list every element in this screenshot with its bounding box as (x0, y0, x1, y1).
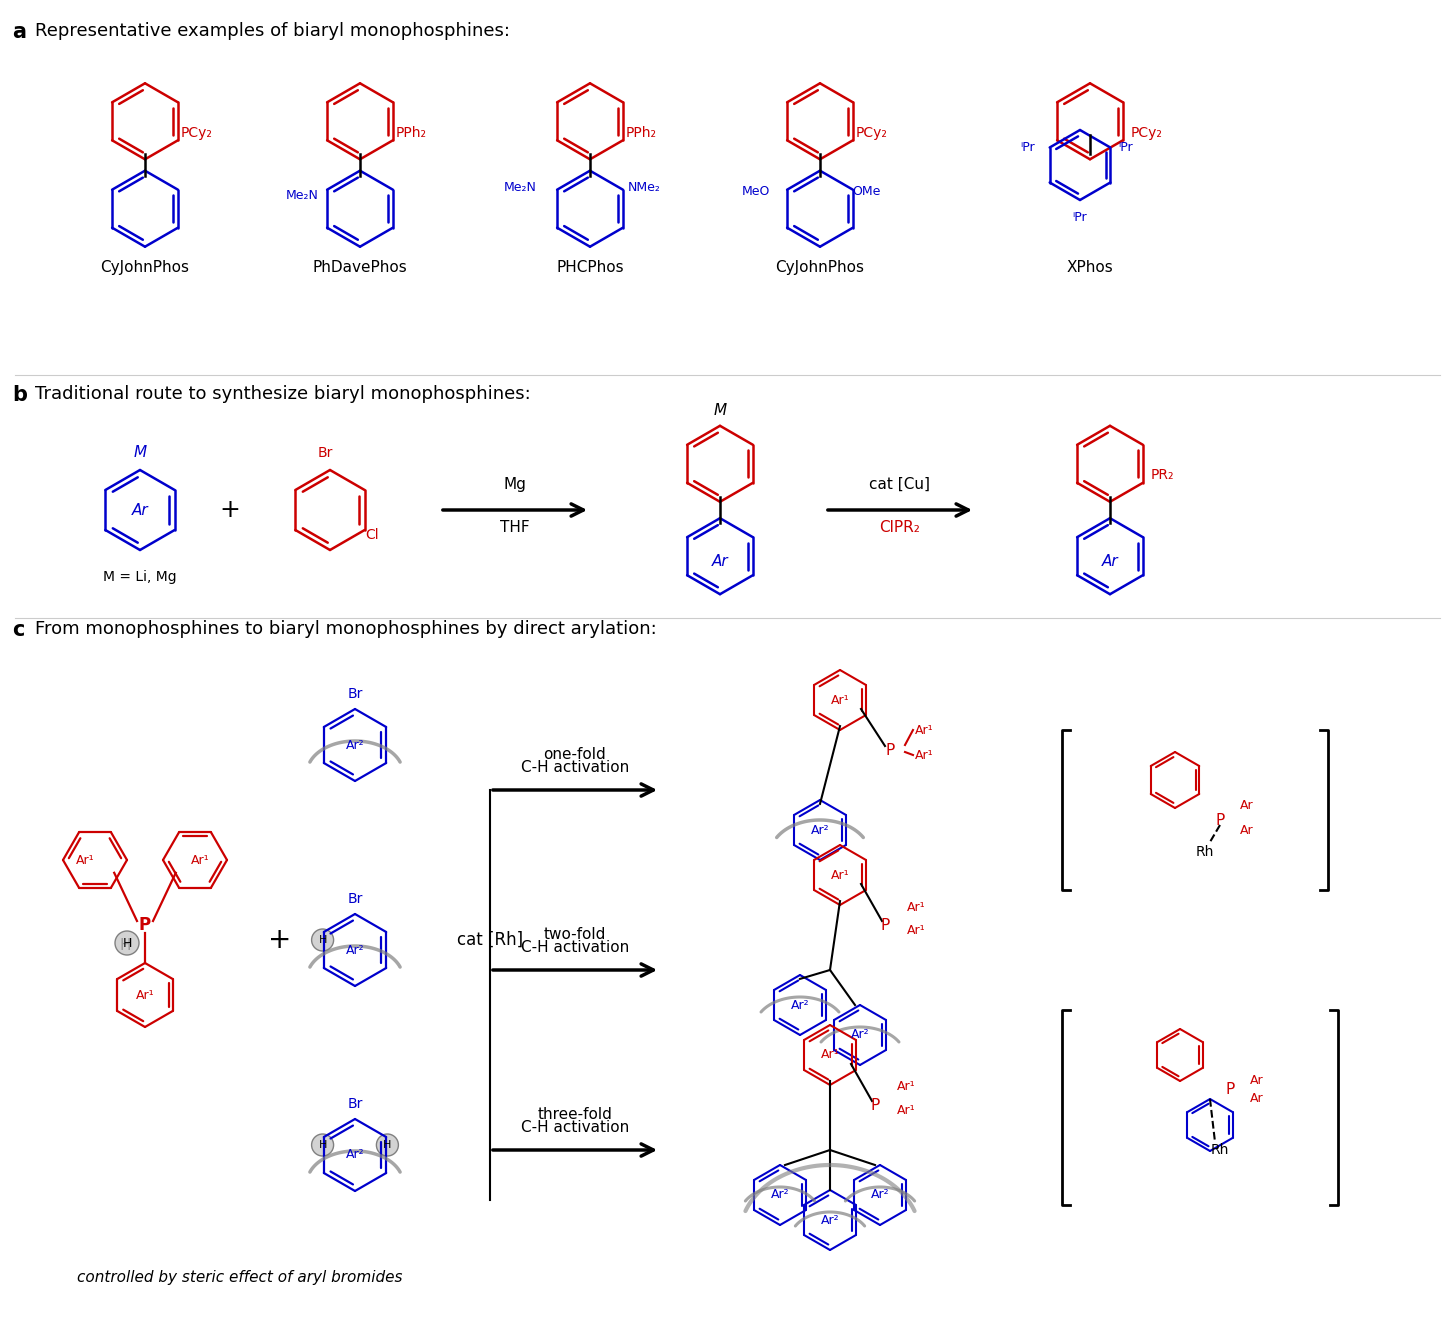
Text: c: c (12, 620, 25, 641)
Text: Ar: Ar (1249, 1092, 1264, 1104)
Text: C-H activation: C-H activation (521, 1120, 630, 1135)
Text: M: M (133, 445, 147, 460)
Text: PPh₂: PPh₂ (396, 126, 427, 139)
Text: +: + (219, 498, 241, 523)
Text: MeO: MeO (743, 185, 770, 198)
Text: three-fold: three-fold (537, 1107, 612, 1122)
Text: H: H (318, 1140, 326, 1150)
Text: Ar²: Ar² (811, 824, 830, 836)
Text: Me₂N: Me₂N (286, 189, 318, 202)
Text: Br: Br (318, 446, 332, 460)
Text: PCy₂: PCy₂ (856, 126, 888, 139)
Text: Ar¹: Ar¹ (897, 1104, 916, 1116)
Text: Ar¹: Ar¹ (907, 900, 926, 914)
Text: Ar: Ar (1241, 799, 1254, 812)
Text: NMe₂: NMe₂ (628, 181, 660, 194)
Text: Cl: Cl (364, 528, 379, 541)
Text: a: a (12, 21, 26, 42)
Text: Ar¹: Ar¹ (75, 854, 94, 867)
Text: From monophosphines to biaryl monophosphines by direct arylation:: From monophosphines to biaryl monophosph… (35, 620, 657, 638)
Text: Mg: Mg (503, 477, 527, 492)
Text: CyJohnPhos: CyJohnPhos (100, 260, 190, 275)
Text: PCy₂: PCy₂ (1132, 126, 1162, 139)
Text: PPh₂: PPh₂ (625, 126, 657, 139)
Text: Ar¹: Ar¹ (136, 989, 154, 1001)
Text: controlled by steric effect of aryl bromides: controlled by steric effect of aryl brom… (77, 1270, 403, 1285)
Text: Ar¹: Ar¹ (830, 694, 849, 706)
Text: Ar²: Ar² (345, 943, 364, 957)
Text: Br: Br (347, 892, 363, 906)
Text: ⁱPr: ⁱPr (1020, 141, 1035, 154)
Text: +: + (268, 926, 292, 954)
Text: Br: Br (347, 1097, 363, 1111)
Text: Ar¹: Ar¹ (916, 749, 933, 761)
Text: Traditional route to synthesize biaryl monophosphines:: Traditional route to synthesize biaryl m… (35, 385, 531, 403)
Text: ⁱPr: ⁱPr (1119, 141, 1133, 154)
Text: Ar²: Ar² (821, 1214, 839, 1226)
Text: Representative examples of biaryl monophosphines:: Representative examples of biaryl monoph… (35, 21, 509, 40)
Text: Ar²: Ar² (871, 1189, 889, 1202)
Text: b: b (12, 385, 28, 405)
Text: ClPR₂: ClPR₂ (879, 520, 920, 535)
Text: PR₂: PR₂ (1151, 468, 1175, 482)
Text: P: P (1216, 812, 1225, 828)
Text: M = Li, Mg: M = Li, Mg (103, 570, 177, 584)
Text: Ar²: Ar² (345, 1148, 364, 1162)
Text: Ar: Ar (132, 502, 148, 517)
Text: P: P (885, 742, 895, 757)
Text: M: M (714, 403, 727, 418)
Text: Ar: Ar (711, 553, 728, 568)
Text: OMe: OMe (852, 185, 881, 198)
Text: Br: Br (347, 687, 363, 701)
Text: one-fold: one-fold (544, 746, 607, 762)
Text: Ar²: Ar² (791, 998, 810, 1012)
Text: PHCPhos: PHCPhos (556, 260, 624, 275)
Text: Ar¹: Ar¹ (821, 1048, 839, 1061)
Text: Ar¹: Ar¹ (830, 868, 849, 882)
Text: H: H (318, 935, 326, 945)
Text: ⁱPr: ⁱPr (1072, 210, 1087, 224)
Text: cat [Rh]: cat [Rh] (457, 931, 522, 949)
Text: P: P (139, 917, 151, 934)
Text: Rh: Rh (1196, 846, 1214, 859)
Text: two-fold: two-fold (544, 927, 607, 942)
Text: Ar²: Ar² (850, 1029, 869, 1041)
Text: XPhos: XPhos (1066, 260, 1113, 275)
Text: CyJohnPhos: CyJohnPhos (775, 260, 865, 275)
Circle shape (312, 1134, 334, 1156)
Text: Ar: Ar (1241, 824, 1254, 836)
Text: Ar¹: Ar¹ (897, 1080, 916, 1093)
Text: cat [Cu]: cat [Cu] (869, 477, 930, 492)
Text: C-H activation: C-H activation (521, 760, 630, 775)
Text: H: H (119, 938, 131, 953)
Text: Ar: Ar (1101, 553, 1119, 568)
Text: Ar²: Ar² (345, 738, 364, 752)
Circle shape (115, 931, 139, 955)
Text: THF: THF (501, 520, 530, 535)
Text: P: P (871, 1097, 879, 1112)
Text: Me₂N: Me₂N (503, 181, 537, 194)
Text: PCy₂: PCy₂ (181, 126, 213, 139)
Text: Rh: Rh (1210, 1143, 1229, 1156)
Circle shape (312, 929, 334, 951)
Text: Ar²: Ar² (770, 1189, 789, 1202)
Text: H: H (122, 937, 132, 950)
Text: H: H (383, 1140, 392, 1150)
Text: Ar¹: Ar¹ (907, 923, 926, 937)
Text: PhDavePhos: PhDavePhos (312, 260, 408, 275)
Text: Ar: Ar (1249, 1073, 1264, 1087)
Text: C-H activation: C-H activation (521, 939, 630, 955)
Circle shape (376, 1134, 399, 1156)
Text: Ar¹: Ar¹ (916, 724, 933, 737)
Text: P: P (881, 918, 889, 933)
Text: P: P (1226, 1083, 1235, 1097)
Text: Ar¹: Ar¹ (190, 854, 209, 867)
